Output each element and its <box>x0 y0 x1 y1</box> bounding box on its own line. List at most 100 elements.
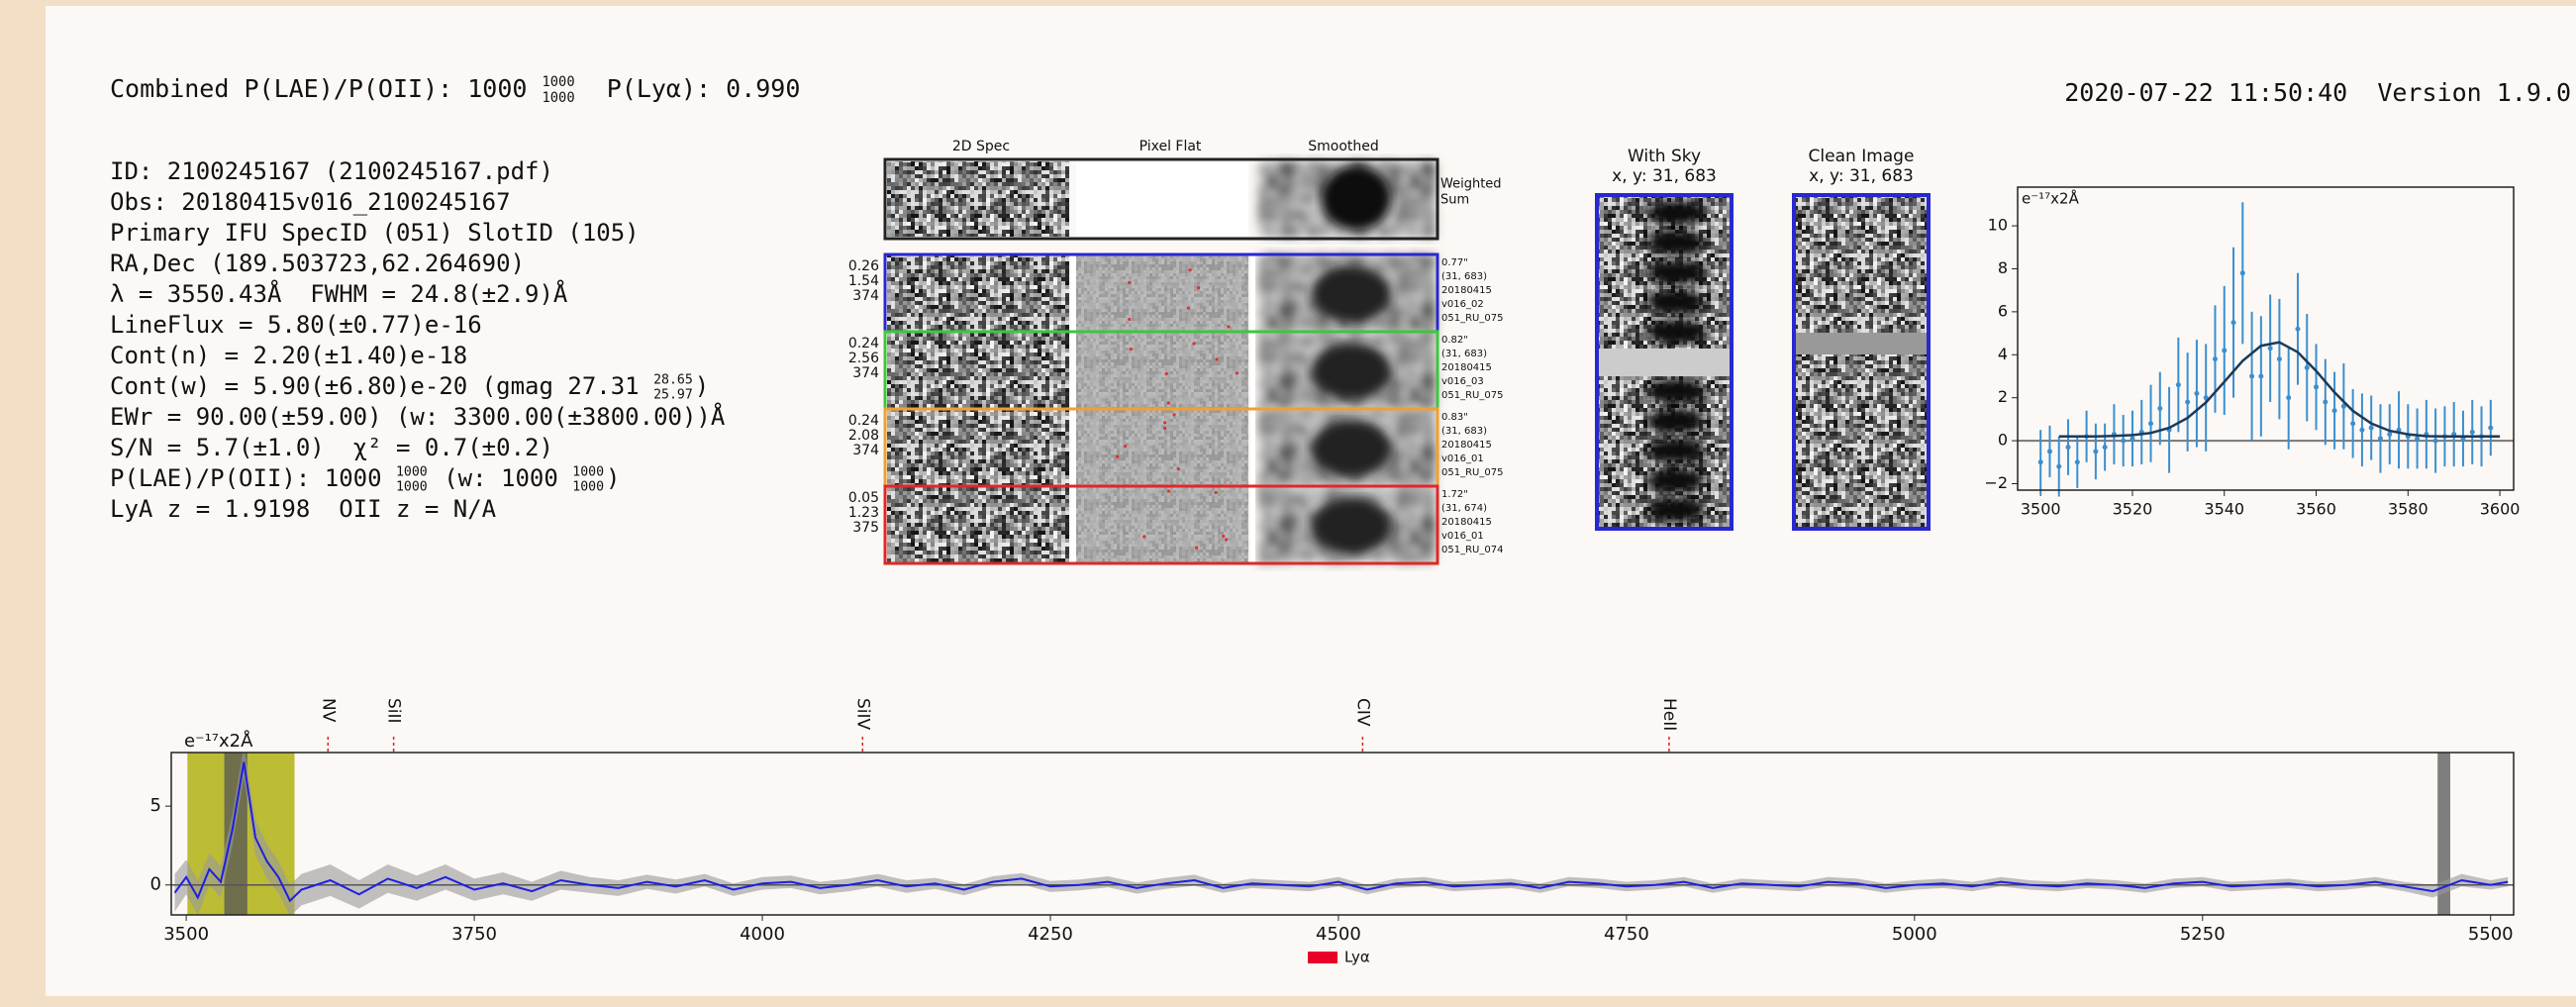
data-point <box>2056 464 2061 469</box>
y-tick-label: 6 <box>1998 301 2008 320</box>
smooth-blob <box>1312 421 1391 476</box>
flat-defect <box>1197 286 1200 289</box>
info-text: Cont(w) = 5.90(±6.80)e-20 (gmag 27.31 <box>110 372 653 400</box>
row-flat <box>1076 332 1248 409</box>
row-separator <box>1071 332 1076 409</box>
info-text: S/N = 5.7(±1.0) χ² = 0.7(±0.2) <box>110 434 553 461</box>
info-text: LyA z = 1.9198 OII z = N/A <box>110 495 497 523</box>
stamp-subtitle: x, y: 31, 683 <box>1809 166 1914 186</box>
weighted-label: Sum <box>1440 193 1469 208</box>
row-left-label: 374 <box>852 288 879 304</box>
flat-defect <box>1177 467 1180 470</box>
info-text: ) <box>606 464 620 492</box>
flat-defect <box>1222 535 1225 538</box>
x-tick-label: 4500 <box>1316 924 1361 945</box>
x-tick-label: 5500 <box>2468 924 2514 945</box>
row-right-label: 051_RU_075 <box>1441 390 1503 401</box>
data-point <box>2415 436 2420 441</box>
info-text: P(LAE)/P(OII): 1000 <box>110 464 396 492</box>
emission-line-label: HeII <box>1659 698 1679 731</box>
y-tick-label: 4 <box>1998 345 2008 363</box>
data-point <box>2314 384 2319 389</box>
column-header: Smoothed <box>1308 139 1379 154</box>
y-tick-label: 5 <box>150 795 161 816</box>
y-axis-label: e⁻¹⁷x2Å <box>2022 189 2080 208</box>
sky-band <box>1646 497 1706 523</box>
data-point <box>2185 400 2190 405</box>
info-text: λ = 3550.43Å FWHM = 24.8(±2.9)Å <box>110 279 568 308</box>
data-point <box>2286 395 2291 400</box>
screenshot: Combined P(LAE)/P(OII): 1000 10001000 P(… <box>0 0 2576 1007</box>
x-tick-label: 3560 <box>2296 500 2336 519</box>
row-left-label: 0.05 <box>848 490 879 506</box>
data-point <box>2305 365 2310 370</box>
row-right-label: (31, 683) <box>1441 271 1487 282</box>
emission-line-label: SiII <box>384 698 404 724</box>
x-tick-label: 3600 <box>2480 500 2521 519</box>
x-tick-label: 3500 <box>163 924 209 945</box>
row-right-label: 20180415 <box>1441 285 1492 296</box>
flat-defect <box>1128 281 1131 284</box>
clean-gap <box>1794 333 1929 354</box>
stamp-subtitle: x, y: 31, 683 <box>1612 166 1717 186</box>
data-point <box>2387 432 2392 437</box>
header-text-fraction-den: 1000 <box>543 90 575 106</box>
smooth-blob <box>1312 344 1391 399</box>
row-flat <box>1076 409 1248 486</box>
data-point <box>2047 449 2052 453</box>
row-right-label: (31, 674) <box>1441 503 1487 514</box>
row-right-label: v016_03 <box>1441 376 1484 387</box>
row-right-label: v016_02 <box>1441 299 1484 310</box>
row-left-label: 0.26 <box>848 258 879 274</box>
emission-line-label: SiIV <box>852 698 872 731</box>
flat-defect <box>1172 413 1175 416</box>
flat-defect <box>1128 318 1131 321</box>
y-tick-label: 10 <box>1988 216 2008 235</box>
row-separator <box>1250 254 1255 332</box>
flat-defect <box>1227 325 1230 328</box>
row-right-label: 051_RU_075 <box>1441 467 1503 478</box>
weighted-flat <box>1076 161 1248 237</box>
x-tick-label: 4750 <box>1604 924 1649 945</box>
flat-defect <box>1192 342 1195 345</box>
data-point <box>2213 356 2218 361</box>
header-text-fraction-num: 1000 <box>543 74 575 90</box>
y-tick-label: 0 <box>1998 431 2008 450</box>
row-right-label: 20180415 <box>1441 440 1492 451</box>
weighted-blob <box>1322 166 1391 230</box>
row-left-label: 2.56 <box>848 351 879 366</box>
data-point <box>2093 449 2098 453</box>
sky-band <box>1646 467 1706 493</box>
row-separator <box>1250 332 1255 409</box>
column-header: 2D Spec <box>952 139 1010 154</box>
row-right-label: 0.82" <box>1441 335 1468 346</box>
info-text: LineFlux = 5.80(±0.77)e-16 <box>110 311 482 339</box>
row-separator <box>1071 409 1076 486</box>
y-tick-label: −2 <box>1984 473 2008 492</box>
flat-defect <box>1163 427 1166 430</box>
row-left-label: 374 <box>852 365 879 381</box>
row-separator <box>1071 486 1076 563</box>
data-point <box>2148 421 2153 426</box>
flat-defect <box>1215 357 1218 360</box>
sky-band <box>1646 230 1706 255</box>
sky-band <box>1646 200 1706 226</box>
row-left-label: 374 <box>852 443 879 458</box>
row-2d <box>887 486 1069 563</box>
sky-band <box>1646 408 1706 434</box>
info-text-fraction-den: 1000 <box>396 480 428 495</box>
x-tick-label: 4250 <box>1028 924 1073 945</box>
x-tick-label: 3750 <box>451 924 497 945</box>
x-tick-label: 3540 <box>2204 500 2244 519</box>
data-point <box>2332 408 2337 413</box>
flat-defect <box>1195 547 1198 550</box>
row-separator <box>1071 254 1076 332</box>
data-point <box>2369 426 2374 431</box>
data-point <box>2378 436 2383 441</box>
flat-defect <box>1188 268 1191 271</box>
flat-defect <box>1187 306 1190 309</box>
row-separator <box>1250 486 1255 563</box>
data-point <box>2470 430 2475 435</box>
row-left-label: 1.54 <box>848 273 879 289</box>
info-text-fraction-den: 25.97 <box>653 388 693 403</box>
